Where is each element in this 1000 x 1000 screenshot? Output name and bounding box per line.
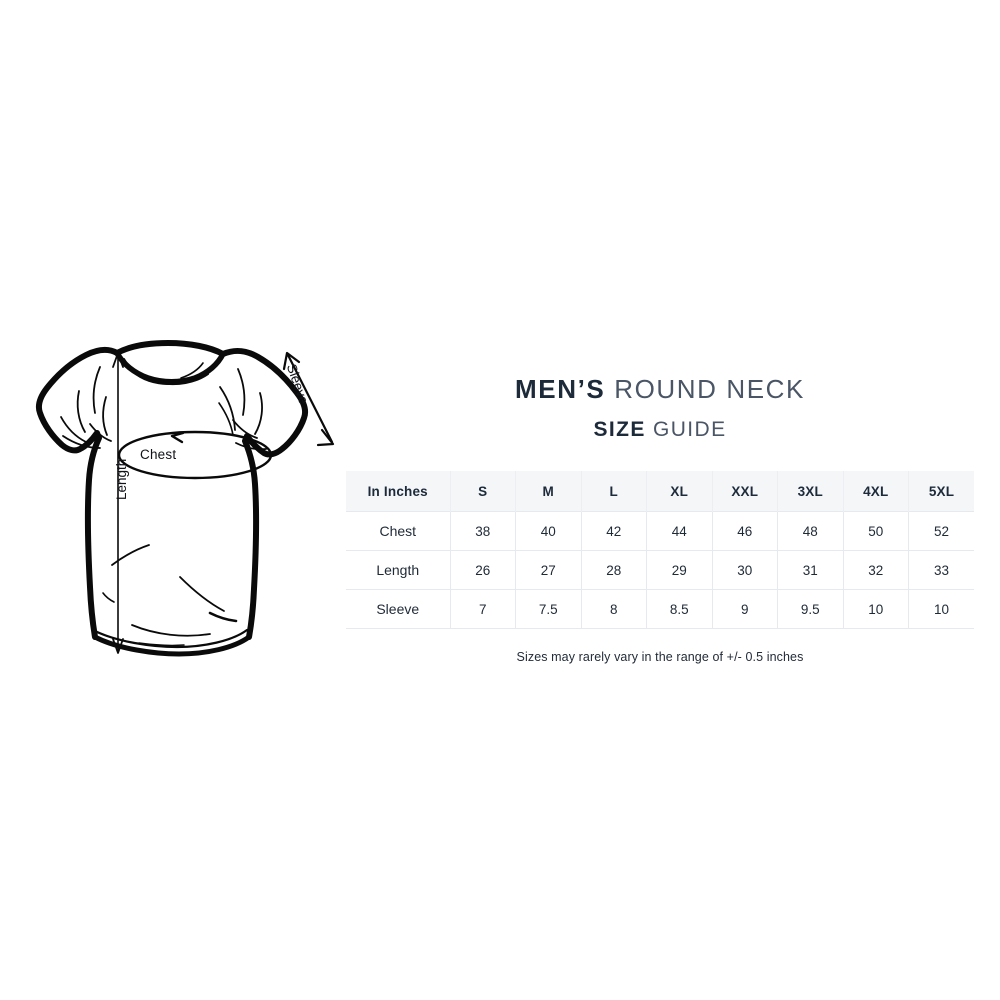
cell-length-4xl: 32 (842, 550, 909, 590)
cell-chest-3xl: 48 (777, 511, 843, 551)
cell-sleeve-s: 7 (449, 589, 516, 629)
cell-sleeve-xxl: 9 (711, 589, 778, 629)
row-label-length: Length (346, 550, 450, 590)
subtitle-guide-word: GUIDE (653, 418, 727, 441)
table-header-size-xxl: XXL (711, 471, 778, 512)
size-guide-panel: MEN’S ROUND NECK SIZE GUIDE In Inches S … (346, 372, 974, 664)
table-header-size-l: L (580, 471, 647, 512)
table-header-size-5xl: 5XL (908, 471, 974, 512)
table-header-size-3xl: 3XL (777, 471, 843, 512)
page-subtitle: SIZE GUIDE (346, 415, 974, 445)
cell-sleeve-m: 7.5 (515, 589, 581, 629)
cell-length-xxl: 30 (711, 550, 778, 590)
cell-sleeve-l: 8 (580, 589, 647, 629)
table-header-size-xl: XL (646, 471, 712, 512)
page-title: MEN’S ROUND NECK (346, 372, 974, 406)
cell-sleeve-3xl: 9.5 (777, 589, 843, 629)
row-label-sleeve: Sleeve (346, 589, 450, 629)
table-header-row: In Inches S M L XL XXL 3XL 4XL 5XL (346, 471, 974, 512)
cell-chest-5xl: 52 (908, 511, 974, 551)
table-header-size-4xl: 4XL (842, 471, 909, 512)
cell-length-m: 27 (515, 550, 581, 590)
cell-length-5xl: 33 (908, 550, 974, 590)
cell-chest-s: 38 (449, 511, 516, 551)
table-header-size-s: S (449, 471, 516, 512)
table-row: Length 26 27 28 29 30 31 32 33 (346, 550, 974, 590)
table-header-size-m: M (515, 471, 581, 512)
cell-sleeve-xl: 8.5 (646, 589, 712, 629)
chest-label: Chest (140, 447, 177, 462)
table-row: Chest 38 40 42 44 46 48 50 52 (346, 511, 974, 551)
table-row: Sleeve 7 7.5 8 8.5 9 9.5 10 10 (346, 589, 974, 629)
cell-chest-4xl: 50 (842, 511, 909, 551)
cell-chest-xxl: 46 (711, 511, 778, 551)
cell-sleeve-5xl: 10 (908, 589, 974, 629)
length-label: Length (114, 458, 129, 500)
cell-length-l: 28 (580, 550, 647, 590)
chest-measure-ellipse (117, 430, 273, 480)
table-header-unit: In Inches (346, 471, 450, 512)
cell-sleeve-4xl: 10 (842, 589, 909, 629)
title-product-word: ROUND NECK (614, 374, 805, 404)
cell-length-xl: 29 (646, 550, 712, 590)
row-label-chest: Chest (346, 511, 450, 551)
subtitle-size-word: SIZE (593, 418, 646, 441)
cell-chest-l: 42 (580, 511, 647, 551)
sleeve-measure-line (286, 353, 334, 444)
cell-length-s: 26 (449, 550, 516, 590)
size-variance-note: Sizes may rarely vary in the range of +/… (516, 650, 804, 664)
title-brand-word: MEN’S (515, 374, 606, 404)
tshirt-illustration (20, 325, 360, 675)
size-chart-table: In Inches S M L XL XXL 3XL 4XL 5XL Chest… (346, 471, 974, 629)
cell-chest-m: 40 (515, 511, 581, 551)
tshirt-drawing (35, 340, 335, 657)
cell-chest-xl: 44 (646, 511, 712, 551)
cell-length-3xl: 31 (777, 550, 843, 590)
